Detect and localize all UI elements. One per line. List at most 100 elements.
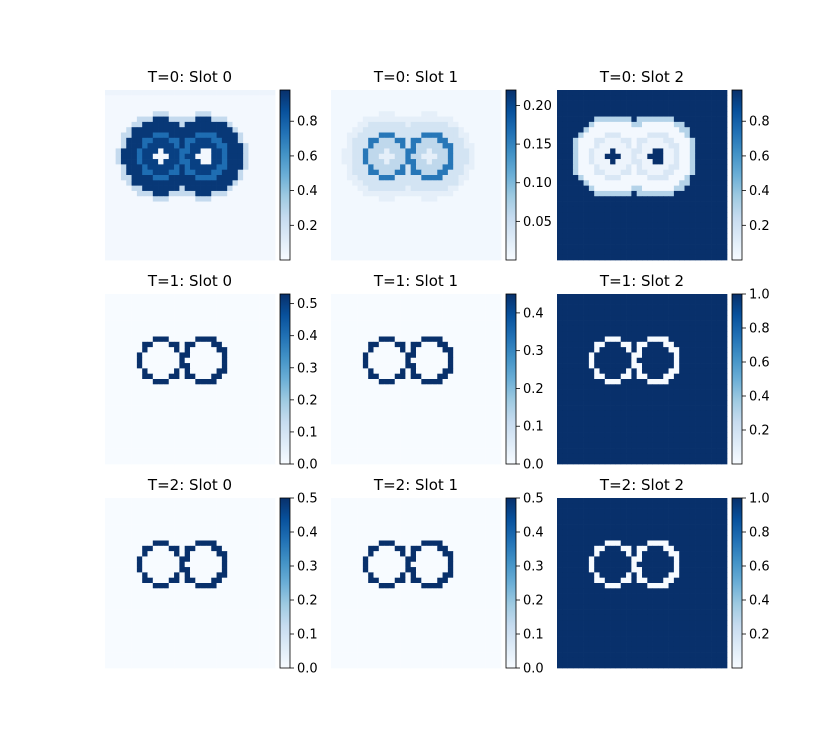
heatmap-cell — [126, 320, 132, 327]
heatmap-cell — [421, 217, 427, 224]
heatmap-cell — [711, 206, 717, 213]
heatmap-cell — [495, 394, 502, 401]
heatmap-cell — [346, 116, 353, 123]
heatmap-cell — [578, 175, 584, 181]
heatmap-cell — [264, 384, 271, 390]
heatmap-cell — [147, 164, 154, 171]
heatmap-cell — [620, 111, 627, 117]
heatmap-cell — [136, 95, 143, 101]
heatmap-cell — [405, 400, 412, 406]
heatmap-cell — [463, 394, 470, 401]
heatmap-cell — [389, 426, 396, 433]
heatmap-cell — [253, 426, 260, 433]
heatmap-cell — [495, 153, 502, 160]
heatmap-cell — [232, 331, 239, 337]
heatmap-cell — [264, 148, 271, 155]
heatmap-cell — [463, 222, 470, 229]
heatmap-cell — [421, 363, 427, 369]
heatmap-cell — [384, 304, 390, 311]
heatmap-cell — [336, 121, 342, 128]
heatmap-cell — [416, 169, 422, 176]
heatmap-cell — [158, 432, 164, 438]
heatmap-cell — [416, 206, 422, 213]
heatmap-cell — [631, 100, 638, 107]
heatmap-cell — [421, 143, 427, 149]
colorbar-tick-label: 0.8 — [297, 115, 318, 130]
heatmap-cell — [232, 132, 239, 139]
heatmap-cell — [378, 116, 385, 123]
heatmap-cell — [647, 244, 653, 250]
heatmap-cell — [147, 222, 154, 229]
heatmap-cell — [610, 169, 616, 176]
heatmap-cell — [652, 196, 659, 202]
heatmap-cell — [373, 299, 380, 305]
heatmap-cell — [362, 432, 369, 438]
heatmap-cell — [588, 121, 595, 128]
heatmap-cell — [227, 437, 233, 444]
heatmap-cell — [331, 331, 337, 337]
heatmap-cell — [195, 394, 201, 401]
heatmap-cell — [474, 233, 481, 240]
heatmap-cell — [469, 347, 475, 353]
heatmap-cell — [474, 196, 481, 202]
heatmap-cell — [368, 410, 374, 417]
heatmap-cell — [352, 111, 358, 117]
heatmap-cell — [237, 368, 244, 375]
heatmap-cell — [211, 206, 217, 213]
heatmap-cell — [126, 309, 132, 316]
heatmap-cell — [248, 143, 255, 149]
heatmap-cell — [495, 217, 502, 224]
heatmap-cell — [583, 148, 590, 155]
heatmap-cell — [416, 212, 422, 218]
heatmap-cell — [264, 347, 271, 353]
heatmap-cell — [147, 127, 154, 133]
heatmap-cell — [679, 105, 685, 112]
heatmap-cell — [599, 206, 606, 213]
heatmap-cell — [673, 153, 680, 160]
heatmap-cell — [583, 137, 590, 144]
heatmap-cell — [469, 121, 475, 128]
heatmap-cell — [195, 347, 201, 353]
heatmap-cell — [490, 341, 497, 348]
heatmap-cell — [400, 185, 406, 192]
heatmap-cell — [495, 127, 502, 133]
heatmap-cell — [373, 357, 380, 364]
heatmap-cell — [416, 116, 422, 123]
heatmap-cell — [716, 169, 723, 176]
heatmap-cell — [421, 175, 427, 181]
heatmap-cell — [357, 405, 364, 412]
heatmap-cell — [647, 95, 653, 101]
heatmap-cell — [110, 448, 116, 454]
heatmap-cell — [562, 132, 568, 139]
heatmap-cell — [394, 201, 401, 208]
heatmap-cell — [679, 180, 685, 186]
heatmap-cell — [158, 304, 164, 311]
heatmap-cell — [389, 379, 396, 385]
heatmap-cell — [389, 304, 396, 311]
heatmap-cell — [126, 100, 132, 107]
heatmap-cell — [442, 238, 449, 245]
heatmap-cell — [136, 394, 143, 401]
heatmap-cell — [490, 416, 497, 422]
heatmap-cell — [227, 320, 233, 327]
heatmap-cell — [126, 384, 132, 390]
heatmap-cell — [232, 185, 239, 192]
heatmap-cell — [679, 164, 685, 171]
heatmap-cell — [437, 347, 443, 353]
heatmap-cell — [663, 238, 669, 245]
heatmap-cell — [469, 222, 475, 229]
heatmap-cell — [211, 132, 217, 139]
heatmap-cell — [400, 196, 406, 202]
heatmap-cell — [400, 233, 406, 240]
heatmap-cell — [394, 190, 401, 197]
heatmap-cell — [174, 299, 180, 305]
heatmap-cell — [495, 180, 502, 186]
heatmap-cell — [179, 357, 186, 364]
heatmap-cell — [410, 148, 417, 155]
heatmap-cell — [567, 228, 574, 234]
heatmap-cell — [243, 137, 249, 144]
heatmap-cell — [668, 196, 675, 202]
heatmap-cell — [447, 254, 454, 261]
heatmap-cell — [389, 90, 396, 96]
